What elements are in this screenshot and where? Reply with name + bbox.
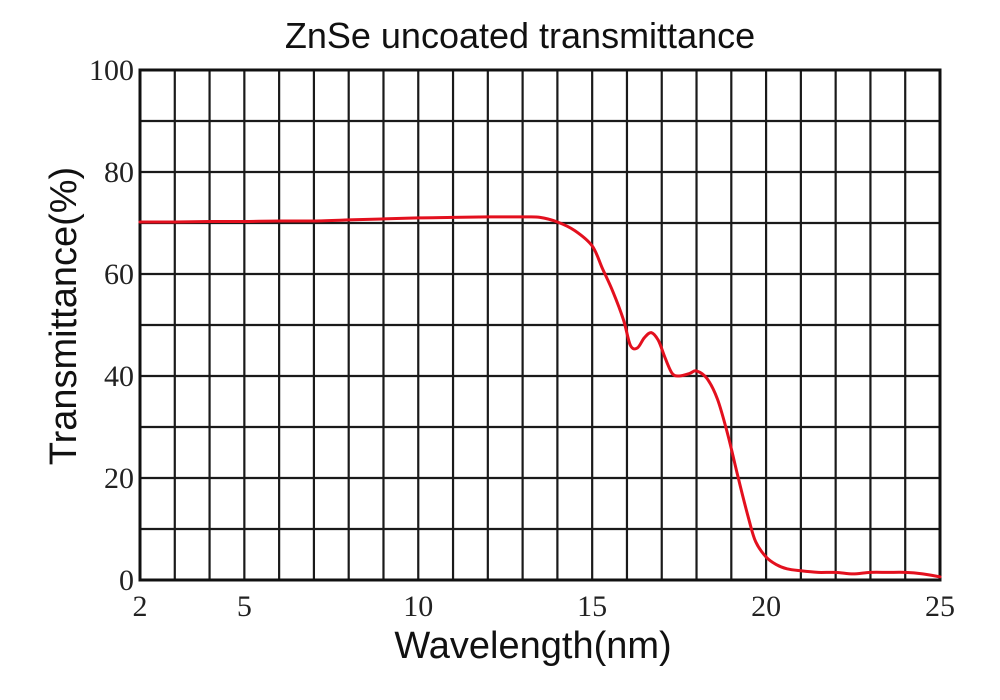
x-tick-label: 5 [237,590,252,623]
plot-frame [138,68,942,582]
x-axis-label: Wavelength(nm) [394,625,671,667]
x-tick-label: 25 [925,590,955,623]
y-axis-label: Transmittance(%) [43,167,85,465]
y-tick-label: 40 [104,360,134,393]
y-tick-label: 20 [104,462,134,495]
y-tick-label: 60 [104,258,134,291]
x-tick-label: 2 [133,590,148,623]
series-line [138,215,942,579]
x-tick-label: 20 [751,590,781,623]
y-tick-label: 100 [89,54,134,87]
y-tick-label: 80 [104,156,134,189]
x-tick-label: 10 [403,590,433,623]
chart-title: ZnSe uncoated transmittance [285,15,755,56]
y-tick-labels: 0 20 40 60 80 100 [89,54,134,597]
grid [140,70,940,580]
x-tick-labels: 2 5 10 15 20 25 [133,590,956,623]
x-tick-label: 15 [577,590,607,623]
y-tick-label: 0 [119,564,134,597]
